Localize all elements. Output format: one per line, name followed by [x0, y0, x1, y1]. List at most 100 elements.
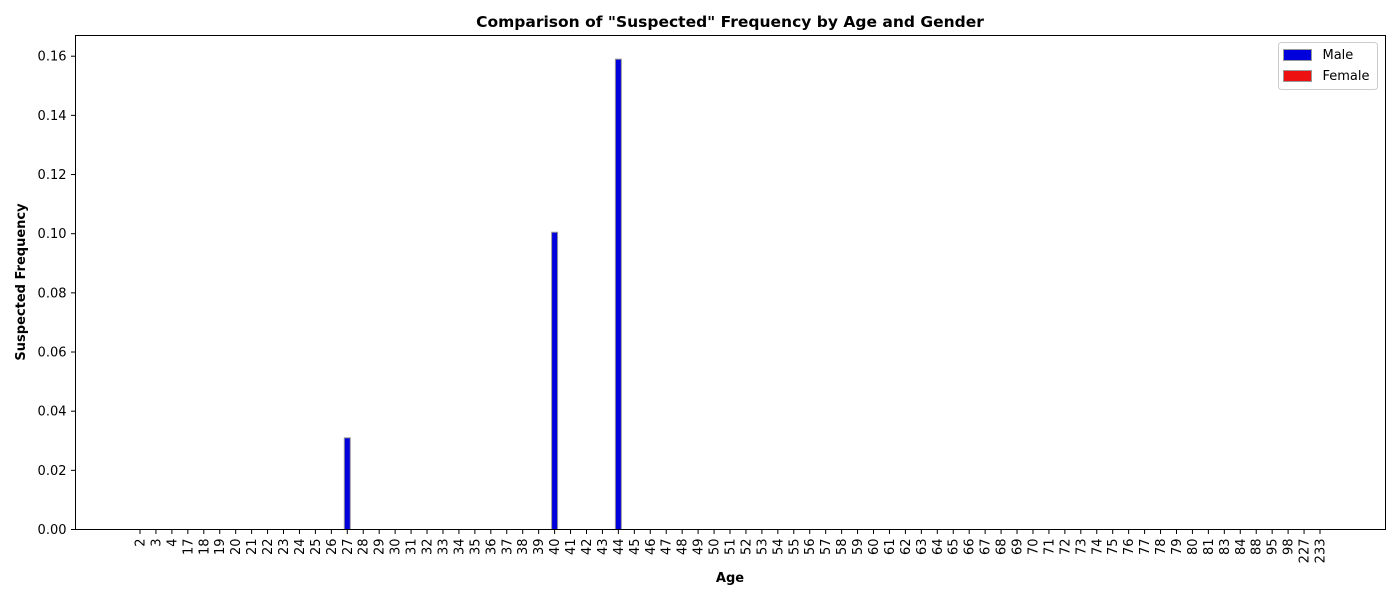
x-tick-label: 56 — [803, 539, 818, 556]
x-tick-label: 60 — [867, 539, 882, 556]
y-tick-label: 0.00 — [38, 523, 67, 538]
x-tick-label: 23 — [277, 539, 292, 556]
x-tick-label: 65 — [947, 539, 962, 556]
bar-male-44 — [614, 58, 622, 530]
x-tick-label: 37 — [500, 539, 515, 556]
x-tick-label: 78 — [1154, 539, 1169, 556]
x-tick-label: 67 — [979, 539, 994, 556]
x-tick-label: 80 — [1186, 539, 1201, 556]
x-tick-label: 40 — [548, 539, 563, 556]
legend-label-female: Female — [1323, 69, 1370, 84]
x-tick-label: 53 — [755, 539, 770, 556]
y-tick-label: 0.12 — [38, 168, 67, 183]
x-tick-label: 75 — [1106, 539, 1121, 556]
x-tick-label: 58 — [835, 539, 850, 556]
x-tick-label: 72 — [1058, 539, 1073, 556]
x-tick-label: 32 — [421, 539, 436, 556]
x-tick-label: 33 — [436, 539, 451, 556]
x-tick-label: 64 — [931, 539, 946, 556]
x-tick-label: 227 — [1298, 539, 1313, 564]
x-tick-label: 48 — [676, 539, 691, 556]
legend-swatch-male — [1283, 49, 1312, 61]
x-tick-label: 44 — [612, 539, 627, 556]
x-tick-label: 29 — [373, 539, 388, 556]
x-tick-label: 51 — [724, 539, 739, 556]
x-tick-label: 30 — [389, 539, 404, 556]
x-axis: 2 3 4 17 18 19 20 21 22 23 24 25 26 27 28 29 30 31 32 33 34 3… — [134, 529, 1329, 564]
x-tick-label: 88 — [1250, 539, 1265, 556]
x-tick-label: 45 — [628, 539, 643, 556]
x-tick-label: 98 — [1282, 539, 1297, 556]
x-tick-label: 34 — [452, 539, 467, 556]
x-tick-label: 46 — [644, 539, 659, 556]
x-tick-label: 66 — [963, 539, 978, 556]
x-tick-label: 68 — [995, 539, 1010, 556]
y-axis-label: Suspected Frequency — [14, 203, 29, 361]
x-tick-label: 81 — [1202, 539, 1217, 556]
x-tick-label: 18 — [197, 539, 212, 556]
x-tick-label: 233 — [1314, 539, 1329, 564]
x-tick-label: 54 — [771, 539, 786, 556]
x-tick-label: 47 — [660, 539, 675, 556]
x-tick-label: 41 — [564, 539, 579, 556]
x-tick-label: 21 — [245, 539, 260, 556]
x-tick-label: 38 — [516, 539, 531, 556]
x-tick-label: 35 — [468, 539, 483, 556]
x-tick-label: 49 — [692, 539, 707, 556]
x-tick-label: 50 — [708, 539, 723, 556]
x-tick-label: 79 — [1170, 539, 1185, 556]
x-tick-label: 27 — [341, 539, 356, 556]
x-tick-label: 3 — [149, 539, 164, 547]
x-tick-label: 83 — [1218, 539, 1233, 556]
legend-swatch-female — [1283, 70, 1312, 82]
y-axis: 0.00 0.02 0.04 0.06 0.08 0.10 0.12 0.14 0.16 — [38, 50, 76, 538]
x-tick-label: 73 — [1074, 539, 1089, 556]
x-tick-label: 20 — [229, 539, 244, 556]
x-tick-label: 57 — [819, 539, 834, 556]
x-tick-label: 62 — [899, 539, 914, 556]
x-tick-label: 52 — [739, 539, 754, 556]
legend: Male Female — [1278, 42, 1378, 90]
x-tick-label: 2 — [134, 539, 149, 547]
x-tick-label: 31 — [405, 539, 420, 556]
x-tick-label: 63 — [915, 539, 930, 556]
x-tick-label: 70 — [1026, 539, 1041, 556]
bar-male-27 — [343, 437, 351, 531]
bars-layer — [343, 58, 622, 531]
x-tick-label: 28 — [357, 539, 372, 556]
x-axis-label: Age — [716, 571, 744, 586]
x-tick-label: 43 — [596, 539, 611, 556]
x-tick-label: 59 — [851, 539, 866, 556]
plot-frame — [75, 35, 1386, 530]
x-tick-label: 39 — [532, 539, 547, 556]
x-tick-label: 36 — [484, 539, 499, 556]
y-tick-label: 0.06 — [38, 346, 67, 361]
y-tick-label: 0.08 — [38, 286, 67, 301]
x-tick-label: 77 — [1138, 539, 1153, 556]
x-tick-label: 26 — [325, 539, 340, 556]
x-tick-label: 42 — [580, 539, 595, 556]
x-tick-label: 17 — [181, 539, 196, 556]
chart-title: Comparison of "Suspected" Frequency by A… — [476, 13, 984, 31]
y-tick-label: 0.14 — [38, 109, 67, 124]
x-tick-label: 61 — [883, 539, 898, 556]
x-tick-label: 95 — [1266, 539, 1281, 556]
bar-male-40 — [551, 231, 559, 530]
y-tick-label: 0.04 — [38, 405, 67, 420]
x-tick-label: 74 — [1090, 539, 1105, 556]
x-tick-label: 22 — [261, 539, 276, 556]
y-tick-label: 0.16 — [38, 50, 67, 65]
x-tick-label: 76 — [1122, 539, 1137, 556]
x-tick-label: 19 — [213, 539, 228, 556]
x-tick-label: 55 — [787, 539, 802, 556]
legend-label-male: Male — [1323, 48, 1354, 63]
x-tick-label: 4 — [165, 539, 180, 547]
x-tick-label: 69 — [1011, 539, 1026, 556]
x-tick-label: 71 — [1042, 539, 1057, 556]
x-tick-label: 25 — [309, 539, 324, 556]
y-tick-label: 0.02 — [38, 464, 67, 479]
x-tick-label: 24 — [293, 539, 308, 556]
y-tick-label: 0.10 — [38, 227, 67, 242]
